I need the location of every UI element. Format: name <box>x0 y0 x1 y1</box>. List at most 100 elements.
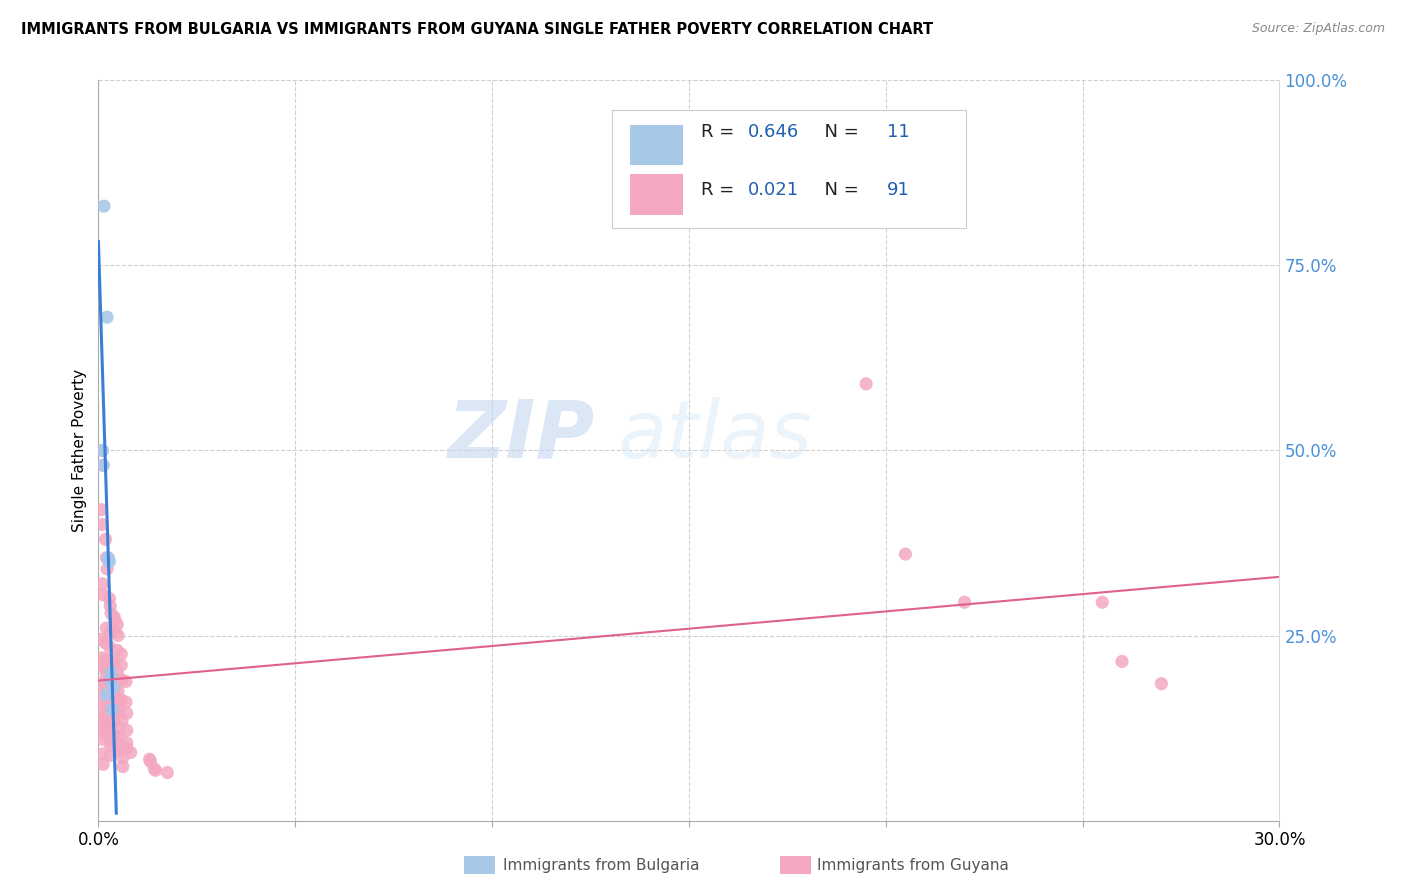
Point <box>98 748 121 763</box>
Text: R =: R = <box>700 123 740 141</box>
Point <box>98 655 121 669</box>
Text: N =: N = <box>813 123 865 141</box>
Point <box>94 636 117 650</box>
Point <box>91 686 114 700</box>
Point <box>100 719 122 733</box>
Point <box>105 617 128 632</box>
Text: IMMIGRANTS FROM BULGARIA VS IMMIGRANTS FROM GUYANA SINGLE FATHER POVERTY CORRELA: IMMIGRANTS FROM BULGARIA VS IMMIGRANTS F… <box>21 22 934 37</box>
Point <box>96 688 118 702</box>
Point <box>91 697 114 711</box>
Point <box>96 621 118 635</box>
Text: 11: 11 <box>887 123 910 141</box>
Point <box>96 688 118 702</box>
Point <box>91 747 114 761</box>
Y-axis label: Single Father Poverty: Single Father Poverty <box>72 369 87 532</box>
Point <box>90 632 112 647</box>
Point <box>98 690 121 704</box>
Point <box>103 712 125 726</box>
Point <box>98 738 121 752</box>
Point <box>96 562 118 576</box>
Point <box>90 676 112 690</box>
Point <box>100 665 122 680</box>
Point <box>855 376 877 391</box>
Text: Source: ZipAtlas.com: Source: ZipAtlas.com <box>1251 22 1385 36</box>
Point <box>94 662 117 676</box>
Point <box>90 708 112 723</box>
Point <box>108 739 131 754</box>
Point <box>91 443 114 458</box>
Point <box>139 755 162 769</box>
Point <box>107 684 129 698</box>
Point <box>96 726 118 740</box>
Point <box>91 458 114 473</box>
Point <box>98 733 121 747</box>
Point <box>1091 595 1114 609</box>
Point <box>101 703 124 717</box>
Point <box>98 673 121 687</box>
Point <box>115 736 138 750</box>
Point <box>115 723 138 738</box>
Point <box>91 724 114 739</box>
Point <box>91 576 114 591</box>
Point <box>91 517 114 532</box>
Bar <box>630 125 683 165</box>
Text: N =: N = <box>813 181 865 199</box>
Text: ZIP: ZIP <box>447 397 595 475</box>
Point <box>103 671 125 685</box>
Point <box>96 310 118 325</box>
Point <box>96 652 118 666</box>
Point <box>96 717 118 731</box>
Point <box>98 665 121 680</box>
Point <box>894 547 917 561</box>
Point <box>110 693 132 707</box>
Point <box>96 550 118 565</box>
Point <box>97 550 120 565</box>
Point <box>953 595 976 609</box>
Point <box>103 681 125 695</box>
Point <box>94 533 117 547</box>
Point <box>103 655 125 669</box>
Point <box>111 759 134 773</box>
Point <box>108 730 131 744</box>
Point <box>105 665 128 680</box>
Point <box>105 643 128 657</box>
FancyBboxPatch shape <box>612 110 966 228</box>
Point <box>115 741 138 756</box>
Point <box>98 599 121 613</box>
Bar <box>630 174 683 215</box>
Point <box>104 729 127 743</box>
Point <box>94 678 117 692</box>
Point <box>110 647 132 661</box>
Text: Immigrants from Guyana: Immigrants from Guyana <box>817 858 1008 872</box>
Point <box>103 681 125 696</box>
Point <box>98 640 121 654</box>
Point <box>1111 655 1133 669</box>
Point <box>156 765 179 780</box>
Point <box>120 746 142 760</box>
Point <box>93 199 115 213</box>
Point <box>115 706 138 721</box>
Point <box>103 610 125 624</box>
Point <box>91 757 114 772</box>
Point <box>96 698 118 713</box>
Point <box>111 750 134 764</box>
Point <box>98 624 121 639</box>
Point <box>107 628 129 642</box>
Point <box>98 681 121 695</box>
Point <box>104 703 127 717</box>
Point <box>98 555 121 569</box>
Point <box>108 704 131 718</box>
Point <box>115 695 138 709</box>
Point <box>91 443 114 458</box>
Point <box>91 732 114 747</box>
Point <box>143 762 166 776</box>
Point <box>91 659 114 673</box>
Point <box>98 591 121 606</box>
Text: Immigrants from Bulgaria: Immigrants from Bulgaria <box>503 858 700 872</box>
Text: 0.646: 0.646 <box>748 123 799 141</box>
Point <box>91 588 114 602</box>
Point <box>91 458 114 473</box>
Text: 91: 91 <box>887 181 910 199</box>
Point <box>104 614 127 628</box>
Text: 0.021: 0.021 <box>748 181 799 199</box>
